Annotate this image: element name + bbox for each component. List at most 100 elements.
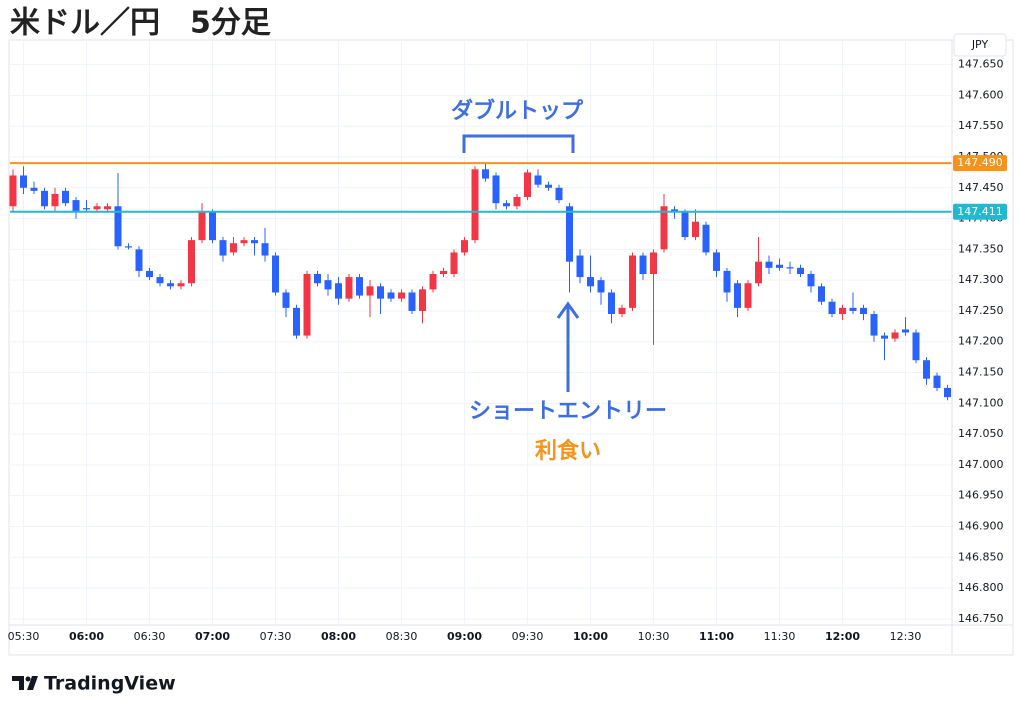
candle-body — [146, 270, 153, 278]
candle-body — [681, 212, 689, 238]
candle-body — [188, 240, 195, 284]
annotation-exit: 利食い — [535, 438, 601, 464]
candle-body — [944, 387, 951, 398]
candle-body — [167, 283, 174, 287]
candle-body — [503, 203, 510, 207]
candle-body — [377, 286, 384, 299]
candle-body — [272, 255, 279, 293]
candle-body — [860, 307, 867, 315]
candle-body — [408, 292, 416, 311]
y-tick-label: 146.900 — [958, 519, 1004, 532]
x-tick-label: 07:30 — [260, 630, 292, 643]
candle-body — [576, 255, 584, 278]
axes: 146.750 146.800 146.850 146.900 146.950 147.0… — [8, 58, 1007, 643]
candle-body — [608, 292, 615, 315]
y-tick-label: 147.600 — [958, 88, 1004, 101]
candles — [9, 162, 952, 401]
candle-body — [639, 255, 647, 274]
candle-body — [93, 206, 101, 210]
annotation-entry: ショートエントリー — [469, 399, 667, 424]
candle-body — [177, 283, 185, 287]
price-line-label: 147.490 — [957, 156, 1003, 169]
candle-body — [776, 264, 783, 268]
x-tick-label: 08:30 — [386, 630, 418, 643]
candle-body — [524, 172, 531, 198]
candle-body — [545, 184, 552, 188]
y-tick-label: 147.050 — [958, 427, 1004, 440]
annotation-pattern: ダブルトップ — [451, 98, 584, 124]
currency-box[interactable] — [953, 33, 1007, 57]
chart-frame — [8, 39, 1014, 656]
candle-body — [597, 280, 605, 293]
x-tick-label: 10:00 — [573, 630, 608, 643]
candle-body — [303, 274, 311, 336]
candle-body — [849, 307, 857, 311]
x-tick-label: 09:30 — [512, 630, 544, 643]
candle-body — [230, 243, 237, 253]
candle-body — [807, 274, 815, 287]
candle-body — [198, 212, 206, 241]
y-tick-label: 147.350 — [958, 242, 1004, 255]
candle-body — [335, 283, 342, 299]
candle-body — [902, 329, 909, 333]
candle-body — [261, 243, 269, 256]
candle-body — [356, 277, 363, 296]
candle-body — [471, 169, 479, 241]
x-tick-label: 07:00 — [195, 630, 230, 643]
x-tick-label: 12:00 — [825, 630, 860, 643]
candle-body — [387, 292, 395, 299]
candle-body — [293, 307, 300, 336]
y-tick-label: 146.850 — [958, 550, 1004, 563]
y-tick-label: 147.650 — [958, 58, 1004, 71]
candle-body — [534, 175, 542, 185]
candle-body — [450, 252, 458, 274]
candle-body — [492, 175, 500, 204]
currency-label[interactable]: JPY — [971, 38, 989, 51]
double-top-bracket — [462, 134, 575, 153]
price-line-tag — [953, 203, 1007, 220]
candle-body — [482, 169, 489, 179]
candle-body — [881, 335, 888, 339]
y-tick-label: 147.200 — [958, 335, 1004, 348]
candle-body — [891, 332, 899, 339]
y-tick-label: 147.000 — [958, 458, 1004, 471]
candle-body — [62, 190, 69, 204]
candle-body — [440, 270, 447, 274]
candle-body — [828, 301, 836, 315]
candle-body — [461, 240, 468, 253]
candle-body — [83, 208, 90, 210]
candle-body — [786, 267, 794, 269]
brand-name: TradingView — [44, 673, 176, 695]
candle-body — [9, 175, 17, 207]
candle-body — [797, 267, 804, 274]
candle-body — [114, 206, 122, 247]
candle-body — [429, 274, 437, 290]
candle-body — [723, 270, 731, 293]
candle-body — [345, 277, 353, 299]
x-tick-label: 11:30 — [764, 630, 796, 643]
candle-body — [692, 221, 699, 238]
candle-body — [713, 252, 720, 271]
y-tick-label: 146.800 — [958, 581, 1004, 594]
candle-body — [324, 280, 332, 290]
candle-body — [125, 246, 132, 248]
y-tick-label: 147.100 — [958, 396, 1004, 409]
candle-body — [156, 277, 164, 284]
chart-title: 米ドル／円 5分足 — [10, 6, 271, 41]
candle-body — [933, 375, 941, 388]
candle-body — [20, 175, 27, 188]
candle-body — [135, 249, 143, 271]
candle-body — [104, 206, 111, 210]
grid — [10, 40, 952, 625]
x-tick-label: 05:30 — [8, 630, 40, 643]
price-line-tag — [953, 155, 1007, 172]
x-tick-label: 10:30 — [638, 630, 670, 643]
candle-body — [282, 292, 290, 308]
candle-body — [41, 190, 48, 207]
candle-body — [51, 193, 59, 207]
candle-body — [755, 261, 762, 284]
candle-body — [818, 286, 825, 302]
candle-body — [587, 277, 594, 287]
candle-body — [209, 212, 216, 241]
